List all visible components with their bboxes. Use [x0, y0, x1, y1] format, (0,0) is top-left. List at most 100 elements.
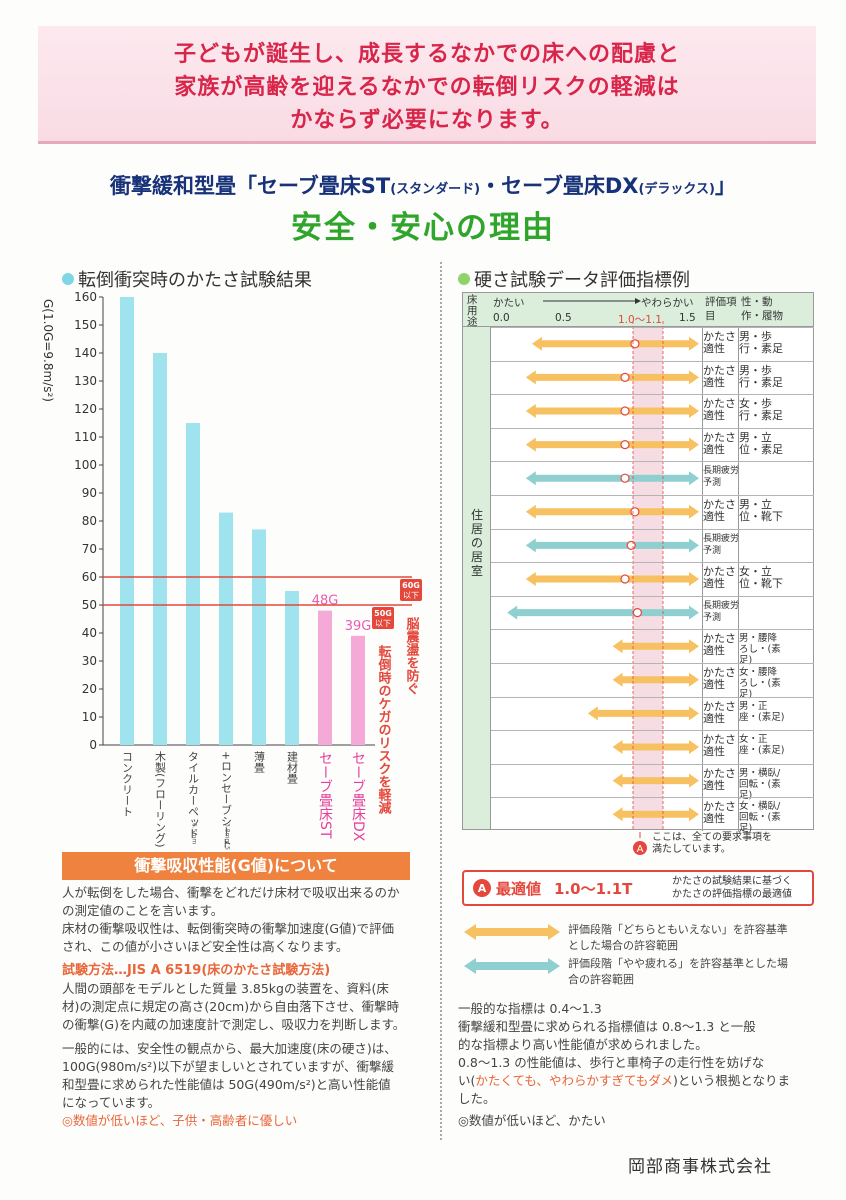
left-section-heading: 転倒衝突時のかたさ試験結果 [62, 266, 312, 292]
y-tick-label: 30 [82, 654, 97, 668]
optimal-note-1: かたさの試験結果に基づく [672, 876, 792, 887]
info-p2-line-a: 床材の衝撃吸収性は、転倒衝突時の衝撃加速度(G値)で評価 [62, 921, 394, 936]
row-condition-label: 女・正座・(素足) [739, 734, 785, 757]
marker-a-icon: A [473, 879, 491, 897]
bar-1 [153, 353, 167, 745]
row-condition-label: 女・腰降ろし・(素足) [739, 667, 781, 700]
value-dot-4 [620, 473, 630, 483]
legend-teal-2: 合の許容範囲 [568, 973, 634, 986]
y-tick-label: 0 [89, 738, 97, 752]
optimal-label: 最適値 [496, 880, 542, 898]
ref-note-50: 転倒時のケガのリスクを軽減 [376, 644, 393, 815]
orange-arrow-13 [612, 773, 699, 788]
hardness-index-table: 床用途 かたい やわらかい 0.0 0.5 1.0～1.1 1.5 評価項目 性… [462, 292, 814, 834]
ref-badge-text: 以下 [375, 619, 391, 628]
optimal-value-box: A 最適値 1.0～1.1T かたさの試験結果に基づく かたさの評価指標の最適値 [462, 870, 814, 906]
top-banner: 子どもが誕生し、成長するなかでの床への配慮と 家族が高齢を迎えるなかでの転倒リス… [38, 26, 816, 144]
hardness-bar-chart: 0 10 20 30 40 50 60 70 80 90 100 110 120 130 140 150 160… [41, 290, 422, 850]
orange-arrow-9 [612, 639, 699, 654]
y-tick-label: 130 [74, 374, 97, 388]
y-tick-label: 50 [82, 598, 97, 612]
ref-badge-text: 50G [374, 609, 392, 618]
category-label-5: 建材畳 [286, 750, 299, 784]
row-eval-label: かたさ 適性 [703, 565, 736, 591]
arrow-layer [507, 298, 699, 831]
data-label-7: 39G [345, 619, 372, 634]
row-eval-label: かたさ 適性 [703, 733, 736, 759]
y-tick-label: 80 [82, 514, 97, 528]
category-label-7: セーブ畳床DX [350, 751, 366, 842]
y-tick-label: 60 [82, 570, 97, 584]
category-label-0: コンクリート [121, 751, 134, 817]
category-note-3: 3.8mm 5.0mm [224, 823, 231, 850]
table-row [491, 327, 814, 361]
orange-arrow-10 [612, 672, 699, 687]
info-note: ◎数値が低いほど、子供・高齢者に優しい [62, 1113, 298, 1128]
info-paragraph-4: 一般的には、安全性の観点から、最大加速度(床の硬さ)は、 100G(980m/s… [62, 1040, 412, 1112]
legend-orange-2: とした場合の許容範囲 [568, 939, 678, 952]
table-row [491, 763, 814, 798]
bar-4 [252, 529, 266, 745]
row-condition-label: 男・歩行・素足 [739, 330, 783, 355]
table-row [491, 696, 814, 731]
table-row [491, 360, 814, 395]
value-dot-8 [632, 608, 642, 618]
side-label: 住居の居室 [471, 508, 484, 578]
info-p3-line-b: 材)の測定点に規定の高さ(20cm)から自由落下させ、衝撃時 [62, 999, 400, 1014]
ref-badge-60 [400, 579, 422, 601]
scale-1-5: 1.5 [679, 312, 696, 324]
index-line-5c: )という根拠となりま [673, 1073, 791, 1088]
value-dot-1 [620, 372, 630, 383]
index-line-4: 0.8～1.3 の性能値は、歩行と車椅子の走行性を妨げな [458, 1055, 765, 1070]
bar-6 [318, 610, 332, 745]
info-p4-line-d: になっています。 [62, 1095, 161, 1110]
category-label-6: セーブ畳床ST [317, 751, 333, 839]
optimal-note: かたさの試験結果に基づく かたさの評価指標の最適値 [672, 875, 792, 901]
row-condition-label: 女・歩行・素足 [739, 397, 783, 423]
table-row [491, 495, 814, 529]
below-note: ここは、全ての要求事項を 満たしています。 [652, 832, 772, 856]
y-tick-label: 110 [74, 430, 97, 444]
title-part-4: (デラックス) [638, 182, 715, 197]
category-label-3: +ロンセーブシート 発泡層付塩ビシート [220, 751, 233, 850]
title-part-2: (スタンダード) [390, 182, 481, 197]
info-paragraph-3: 人間の頭部をモデルとした質量 3.85kgの装置を、資料(床 材)の測定点に規定… [62, 980, 412, 1034]
column-divider [738, 327, 739, 831]
info-paragraph-1: 人が転倒をした場合、衝撃をどれだけ床材で吸収出来るのか の測定値のことを言います… [62, 884, 412, 956]
below-note-1: ここは、全ての要求事項を [652, 832, 772, 843]
table-row [491, 394, 814, 428]
bullet-icon [62, 273, 74, 285]
y-tick-label: 120 [74, 402, 97, 416]
index-explanation: 一般的な指標は 0.4～1.3 衝撃緩和型畳に求められる指標値は 0.8～1.3… [458, 1000, 818, 1108]
ref-badge-text: 以下 [403, 591, 419, 600]
row-eval-label: かたさ 適性 [703, 363, 736, 389]
info-p4-line-a: 一般的には、安全性の観点から、最大加速度(床の硬さ)は、 [62, 1041, 397, 1056]
category-label-1: 木製(フローリング) [154, 751, 167, 848]
row-eval-label: かたさ 適性 [703, 430, 736, 456]
value-dot-3 [620, 440, 630, 450]
row-condition-label: 男・正座・(素足) [739, 700, 785, 723]
right-section-heading: 硬さ試験データ評価指標例 [458, 266, 690, 292]
row-eval-label: かたさ 適性 [703, 397, 736, 423]
header-arrow-head [635, 298, 641, 304]
legend-teal-text: 評価段階「やや疲れる」を許容基準とした場 合の許容範囲 [568, 956, 818, 988]
index-line-5b: かたくても、やわらかすぎてもダメ [475, 1073, 674, 1088]
row-eval-label: 長期疲労 予測 [703, 600, 740, 623]
section-divider [440, 262, 442, 1140]
category-label-2: タイルカーペット [187, 751, 200, 839]
index-line-1: 一般的な指標は 0.4～1.3 [458, 1001, 602, 1016]
title-part-1: 衝撃緩和型畳「セーブ畳床ST [110, 174, 391, 198]
row-condition-label: 女・立位・靴下 [739, 565, 783, 591]
header-sex: 性・動作・履物 [741, 296, 783, 322]
banner-line-1: 子どもが誕生し、成長するなかでの床への配慮と [173, 41, 680, 67]
row-eval-label: かたさ 適性 [703, 699, 736, 725]
title-part-5: 」 [714, 174, 736, 198]
index-line-2: 衝撃緩和型畳に求められる指標値は 0.8～1.3 と一般 [458, 1019, 756, 1034]
table-row [491, 663, 814, 697]
info-heading: 衝撃吸収性能(G値)について [62, 852, 410, 880]
orange-arrow-icon [464, 924, 560, 940]
y-tick-label: 10 [82, 710, 97, 724]
marker-a-text: A [478, 882, 487, 895]
orange-arrow-14 [612, 807, 699, 822]
y-tick-label: 20 [82, 682, 97, 696]
